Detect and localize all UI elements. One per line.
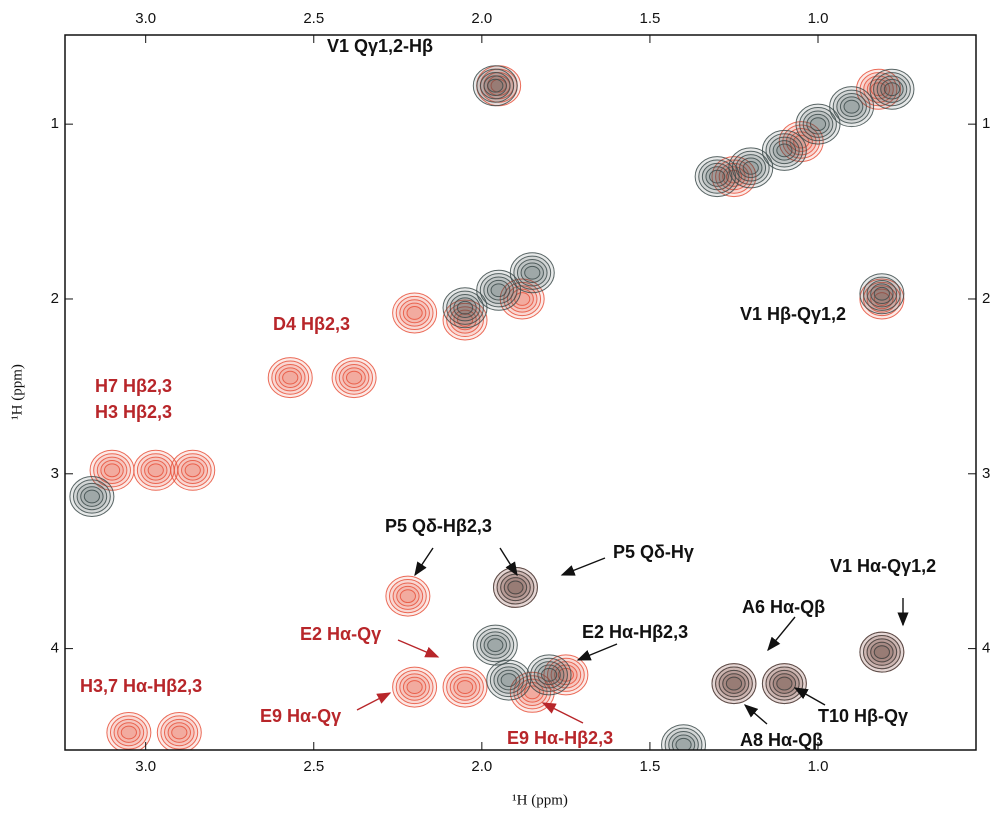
- peak: [442, 666, 488, 708]
- y-tick-label: 2: [51, 290, 59, 307]
- axes: 3.0 3.0 2.5 2.5 2.0 2.0 1.5 1.5 1.0 1.0 1 1 2 2 3 3 4 4: [51, 10, 991, 775]
- annotation: E2 Hα-Hβ2,3: [582, 622, 688, 642]
- y-tick-label: 4: [51, 640, 59, 657]
- annotation: H3,7 Hα-Hβ2,3: [80, 676, 202, 696]
- annotation: V1 Hα-Qγ1,2: [830, 556, 936, 576]
- peak: [106, 712, 152, 750]
- arrow: [356, 692, 392, 711]
- peak: [476, 269, 522, 311]
- annotations: V1 Qγ1,2-Hβ V1 Hβ-Qγ1,2 D4 Hβ2,3 H7 Hβ2,…: [80, 36, 936, 750]
- plot-frame: [64, 34, 977, 751]
- y-tick-label-right: 4: [982, 640, 990, 657]
- arrow: [397, 639, 440, 658]
- peak: [509, 671, 555, 713]
- peak: [492, 566, 538, 608]
- annotation: P5 Qδ-Hβ2,3: [385, 516, 492, 536]
- x-axis-label: ¹H (ppm): [512, 792, 568, 808]
- annotation: T10 Hβ-Qγ: [818, 706, 908, 726]
- x-tick-label-top: 2.0: [471, 10, 492, 27]
- peak: [331, 357, 377, 399]
- peak: [392, 666, 438, 708]
- annotation: P5 Qδ-Hγ: [613, 542, 694, 562]
- arrows: [356, 547, 909, 725]
- peak: [711, 663, 757, 705]
- annotation: E9 Hα-Qγ: [260, 706, 341, 726]
- arrow: [576, 643, 618, 661]
- peak: [694, 156, 740, 198]
- x-tick-label-top: 1.5: [639, 10, 660, 27]
- y-tick-label: 1: [51, 115, 59, 132]
- peak: [795, 103, 841, 145]
- peak: [472, 624, 518, 666]
- peak: [133, 449, 179, 491]
- peak: [543, 654, 589, 696]
- peak: [267, 357, 313, 399]
- y-axis-label: ¹H (ppm): [9, 364, 25, 420]
- annotation: A8 Hα-Qβ: [740, 730, 823, 750]
- peak: [499, 278, 545, 320]
- arrow: [414, 547, 434, 577]
- arrow: [793, 687, 826, 706]
- peak: [492, 566, 538, 608]
- annotation: E9 Hα-Hβ2,3: [507, 728, 613, 748]
- peak: [829, 86, 875, 128]
- annotation: H7 Hβ2,3: [95, 376, 172, 396]
- peak: [442, 287, 488, 329]
- y-tick-label-right: 1: [982, 115, 990, 132]
- annotation: V1 Hβ-Qγ1,2: [740, 304, 846, 324]
- peak: [761, 663, 807, 705]
- peak: [392, 292, 438, 334]
- y-tick-label: 3: [51, 465, 59, 482]
- annotation: V1 Qγ1,2-Hβ: [327, 36, 433, 56]
- x-tick-label: 2.0: [471, 758, 492, 775]
- peak: [859, 631, 905, 673]
- y-tick-label-right: 2: [982, 290, 990, 307]
- peak: [509, 252, 555, 294]
- peak: [89, 449, 135, 491]
- annotation: E2 Hα-Qγ: [300, 624, 381, 644]
- x-tick-label: 3.0: [135, 758, 156, 775]
- peak: [486, 659, 532, 701]
- x-tick-label-top: 1.0: [808, 10, 829, 27]
- x-tick-label: 2.5: [303, 758, 324, 775]
- x-tick-label: 1.0: [808, 758, 829, 775]
- peak: [170, 449, 216, 491]
- arrow: [499, 547, 518, 577]
- x-tick-label-top: 3.0: [135, 10, 156, 27]
- peak: [859, 273, 905, 315]
- peak: [869, 68, 915, 110]
- peak: [859, 278, 905, 320]
- peak: [526, 654, 572, 696]
- annotation: A6 Hα-Qβ: [742, 597, 825, 617]
- peak: [472, 65, 518, 107]
- peak: [385, 575, 431, 617]
- x-tick-label-top: 2.5: [303, 10, 324, 27]
- peak: [69, 476, 115, 518]
- arrow: [743, 704, 768, 725]
- annotation: D4 Hβ2,3: [273, 314, 350, 334]
- y-tick-label-right: 3: [982, 465, 990, 482]
- peak: [728, 147, 774, 189]
- peak: [156, 712, 202, 750]
- annotation: H3 Hβ2,3: [95, 402, 172, 422]
- arrow: [560, 557, 606, 576]
- arrow: [767, 616, 796, 652]
- x-tick-label: 1.5: [639, 758, 660, 775]
- arrow: [541, 702, 584, 724]
- peak: [661, 724, 707, 750]
- peaks: [69, 65, 915, 750]
- peak: [761, 129, 807, 171]
